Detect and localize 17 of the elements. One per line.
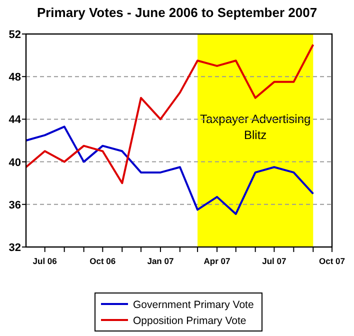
x-tick-label: Oct 06	[90, 256, 116, 266]
y-tick-label: 48	[8, 72, 21, 84]
x-tick-label: Jul 06	[32, 256, 58, 266]
y-tick-label: 44	[8, 114, 22, 126]
line-series	[25, 126, 314, 215]
chart-title: Primary Votes - June 2006 to September 2007	[36, 5, 318, 20]
x-tick-label: Jan 07	[147, 256, 174, 266]
y-tick-label: 40	[8, 156, 21, 169]
y-tick-label: 52	[8, 29, 21, 41]
y-tick-label: 32	[8, 242, 21, 254]
x-tick-label: Jul 07	[262, 256, 287, 266]
y-tick-label: 36	[8, 199, 21, 212]
line-series	[25, 44, 314, 184]
legend-label: Opposition Primary Vote	[133, 315, 246, 327]
x-tick-label: Oct 07	[319, 256, 346, 266]
legend-label: Government Primary Vote	[133, 299, 254, 311]
x-tick-label: Apr 07	[204, 256, 231, 266]
